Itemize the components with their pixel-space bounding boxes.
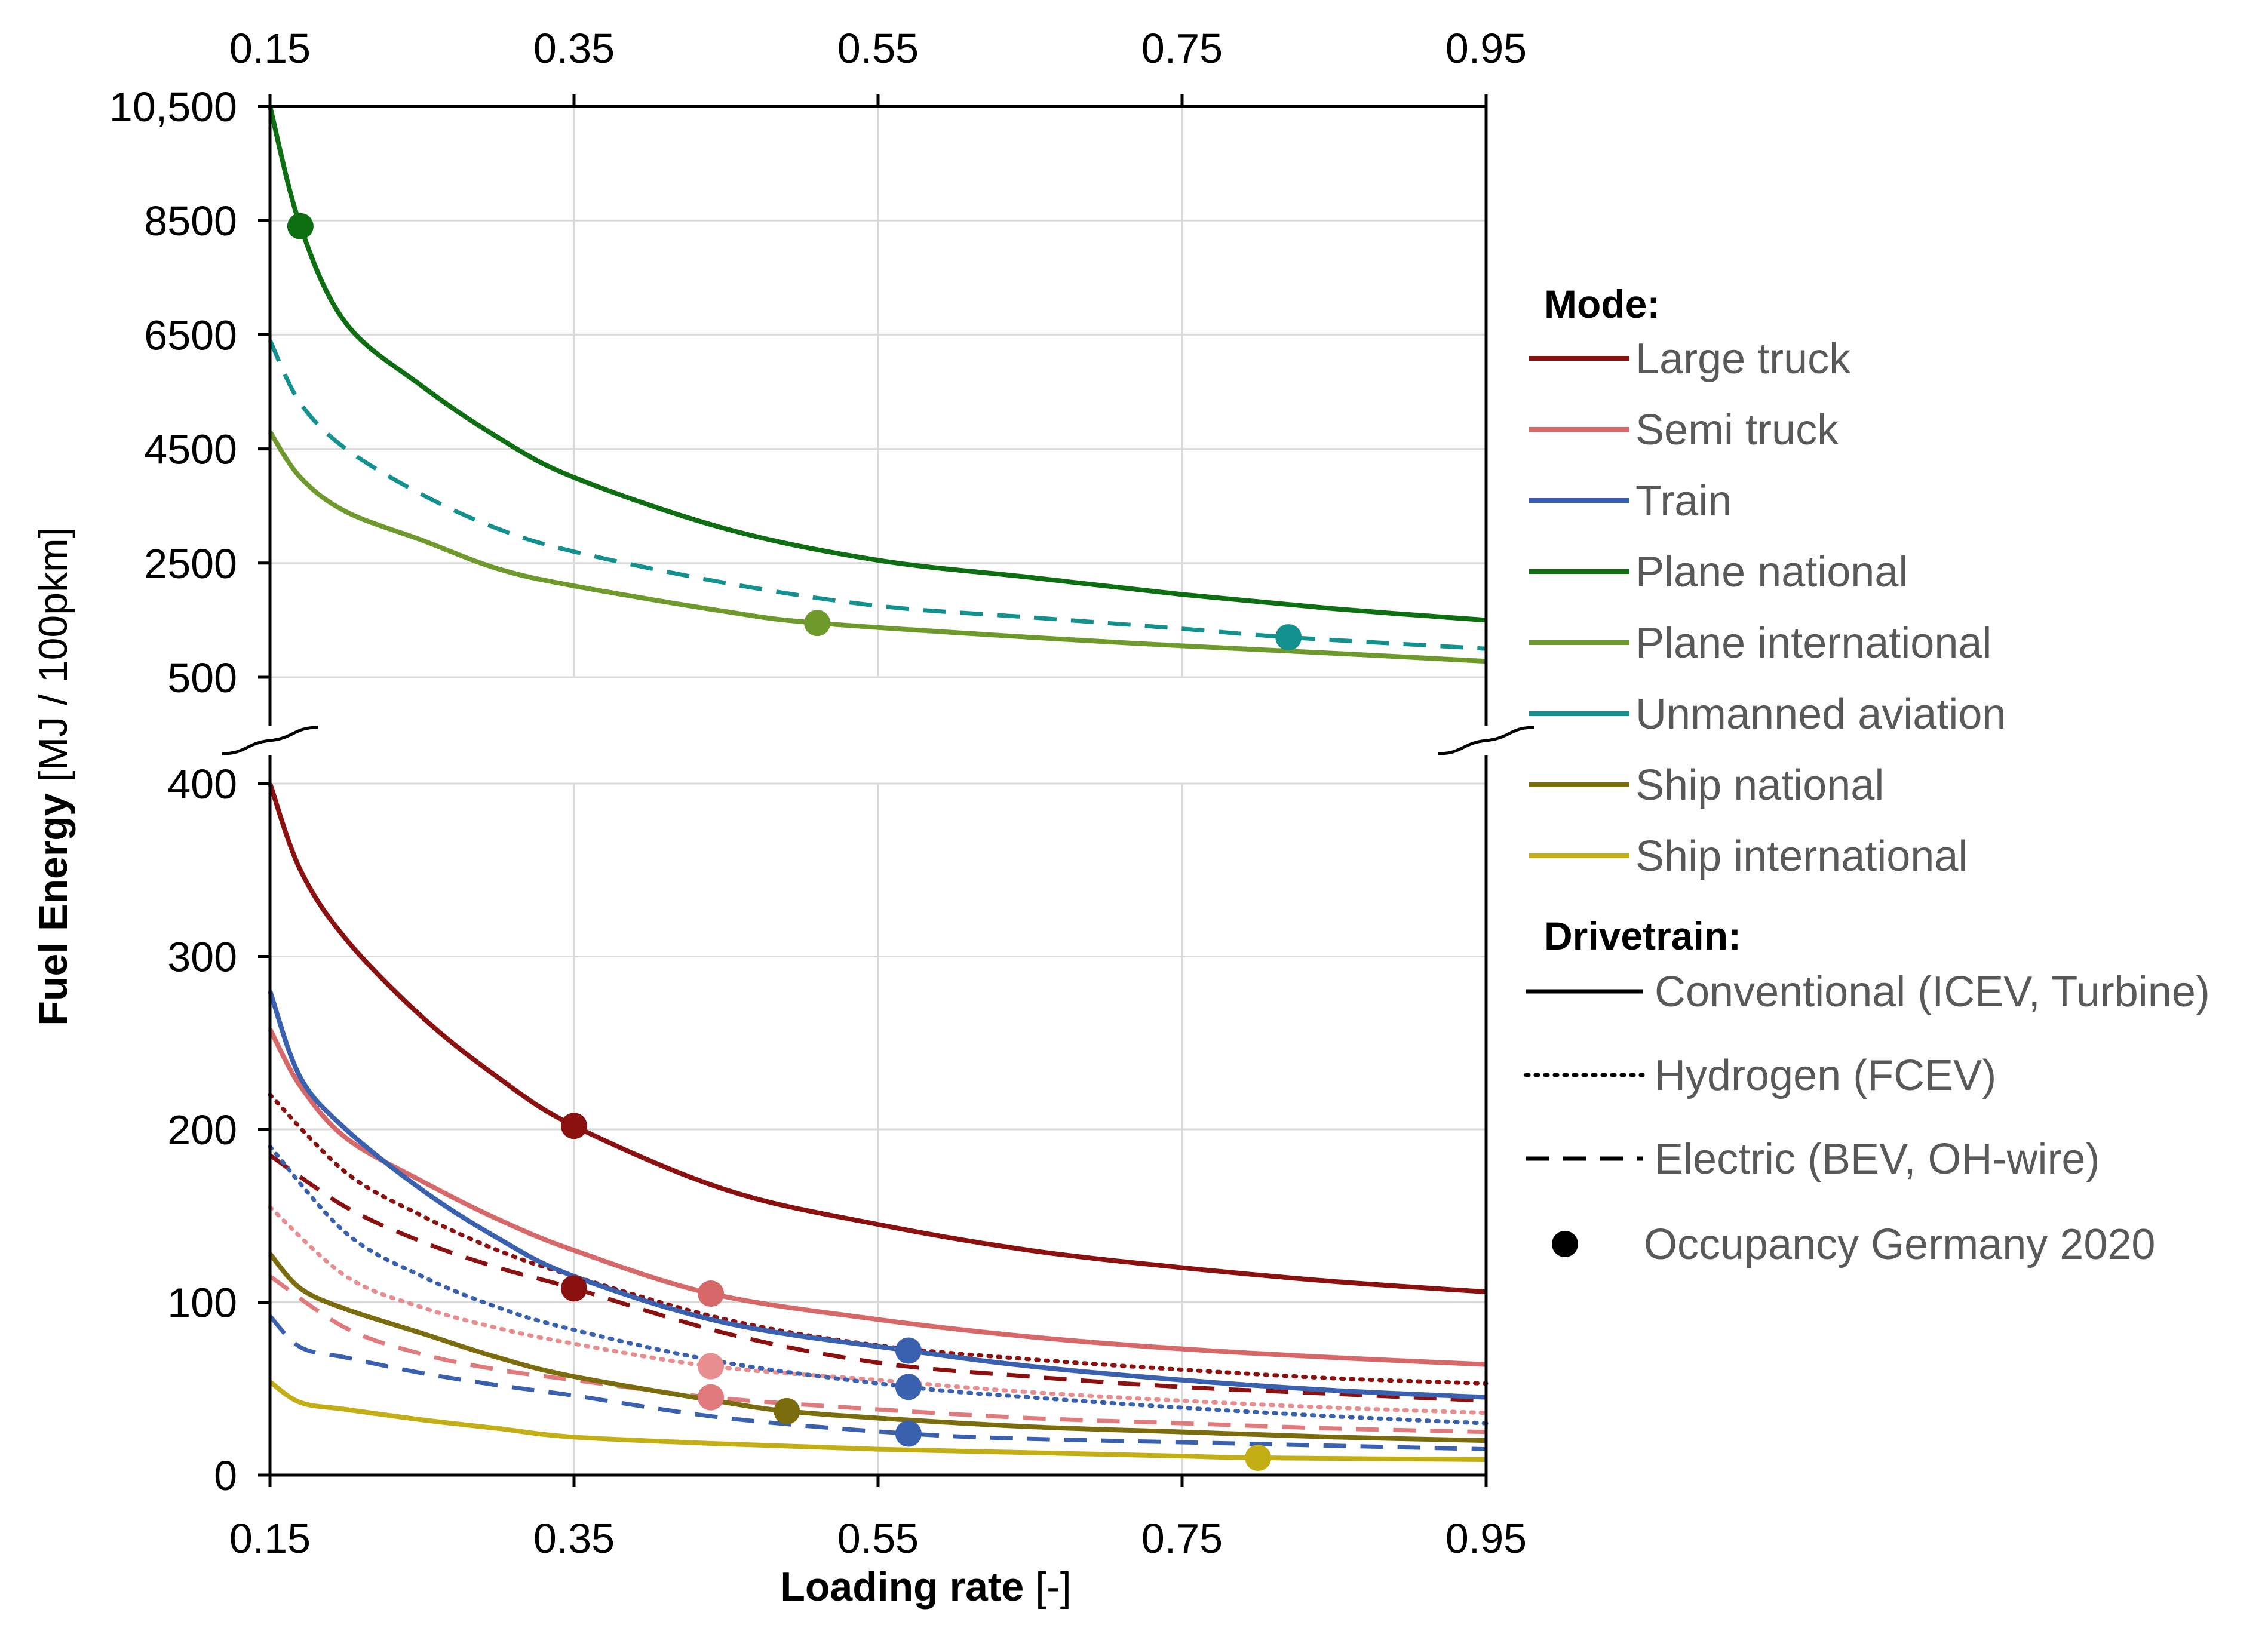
series-line-semi-truck-hydrogen [268, 1205, 1489, 1415]
axes [222, 94, 1534, 1487]
series-line-large-truck-electric [269, 1153, 1487, 1403]
legend-mode-label: Semi truck [1635, 406, 1839, 454]
tick-labels: 0.15 0.15 0.35 0.35 0.55 0.55 0.75 0.75 0.95 0.95… [109, 25, 1527, 1562]
y-axis-title: Fuel Energy [MJ / 100pkm] [30, 527, 76, 1025]
series-line-plane-national-conventional [268, 106, 1487, 623]
y-tick-label-lower: 0 [214, 1452, 237, 1499]
x-axis-title-main: Loading rate [780, 1564, 1024, 1610]
legend-drivetrain-label: Conventional (ICEV, Turbine) [1655, 968, 2210, 1016]
occupancy-point-unmanned-aviation-electric [1275, 624, 1302, 651]
y-tick-label-upper: 4500 [144, 426, 237, 473]
y-tick-label-upper: 8500 [144, 198, 237, 244]
y-tick-label-lower: 100 [167, 1280, 237, 1326]
axis-break-right [1438, 726, 1534, 755]
x-tick-label-bottom: 0.35 [533, 1515, 615, 1562]
y-axis-title-unit: [MJ / 100pkm] [30, 527, 76, 793]
axis-break-left [222, 726, 318, 755]
series-line-train-hydrogen [268, 1144, 1489, 1426]
y-tick-label-upper: 500 [167, 655, 237, 701]
legend-mode-label: Unmanned aviation [1635, 690, 2006, 738]
series-line-ship-national-conventional [268, 1252, 1487, 1443]
occupancy-point-semi-truck-conventional [698, 1280, 725, 1307]
y-tick-label-upper: 2500 [144, 540, 237, 587]
series-line-train-conventional [268, 990, 1487, 1400]
x-axis-title-unit: [-] [1024, 1564, 1071, 1610]
series-lines [268, 106, 1489, 1462]
legend-drivetrain-label: Electric (BEV, OH-wire) [1655, 1135, 2100, 1183]
x-axis-title: Loading rate [-] [780, 1564, 1071, 1610]
occupancy-point-train-hydrogen [895, 1374, 922, 1400]
x-tick-label-bottom: 0.95 [1445, 1515, 1527, 1562]
occupancy-point-large-truck-electric [561, 1275, 587, 1302]
occupancy-point-semi-truck-electric [698, 1384, 725, 1411]
x-tick-label-top: 0.35 [533, 25, 615, 72]
occupancy-point-train-electric [895, 1420, 922, 1447]
legend-mode-label: Large truck [1635, 335, 1851, 383]
occupancy-markers [287, 213, 1302, 1472]
series-line-unmanned-aviation-electric [268, 339, 1487, 651]
y-tick-label-lower: 200 [167, 1107, 237, 1153]
x-tick-label-top: 0.75 [1141, 25, 1223, 72]
occupancy-point-ship-international-conventional [1245, 1445, 1272, 1472]
x-tick-label-bottom: 0.15 [229, 1515, 311, 1562]
y-tick-label-lower: 300 [167, 934, 237, 981]
legend-mode-label: Plane national [1635, 548, 1908, 596]
legend-mode-label: Ship national [1635, 761, 1884, 809]
x-tick-label-bottom: 0.75 [1141, 1515, 1223, 1562]
series-line-plane-international-conventional [268, 430, 1487, 664]
legend-drivetrain-label: Hydrogen (FCEV) [1655, 1052, 1996, 1099]
legend-drivetrain-title: Drivetrain: [1544, 914, 1741, 958]
occupancy-point-train-conventional [895, 1337, 922, 1364]
legend-occupancy-marker [1552, 1231, 1578, 1257]
legend: Mode: Drivetrain: Large truck Semi truck T… [1524, 282, 2210, 1268]
series-line-large-truck-conventional [268, 782, 1487, 1295]
legend-mode-label: Ship international [1635, 833, 1968, 880]
occupancy-point-large-truck-conventional [561, 1113, 587, 1140]
y-tick-label-upper: 10,500 [109, 84, 237, 130]
series-line-train-electric [268, 1314, 1487, 1452]
x-tick-label-top: 0.95 [1445, 25, 1527, 72]
series-line-semi-truck-conventional [268, 1028, 1487, 1367]
occupancy-point-plane-national-conventional [287, 213, 314, 239]
series-line-large-truck-hydrogen [268, 1092, 1489, 1386]
y-axis-title-main: Fuel Energy [30, 793, 76, 1025]
occupancy-point-semi-truck-hydrogen [698, 1353, 725, 1380]
legend-mode-title: Mode: [1544, 282, 1660, 326]
legend-mode-label: Plane international [1635, 619, 1991, 667]
x-tick-label-top: 0.55 [837, 25, 919, 72]
y-tick-label-lower: 400 [167, 761, 237, 807]
series-line-ship-international-conventional [268, 1380, 1487, 1462]
gridlines [269, 105, 1487, 1476]
x-tick-label-bottom: 0.55 [837, 1515, 919, 1562]
y-tick-label-upper: 6500 [144, 312, 237, 358]
legend-mode-label: Train [1635, 477, 1732, 525]
occupancy-point-plane-international-conventional [804, 610, 831, 637]
x-tick-label-top: 0.15 [229, 25, 311, 72]
legend-occupancy-label: Occupancy Germany 2020 [1644, 1221, 2155, 1268]
occupancy-point-ship-national-conventional [774, 1398, 800, 1424]
